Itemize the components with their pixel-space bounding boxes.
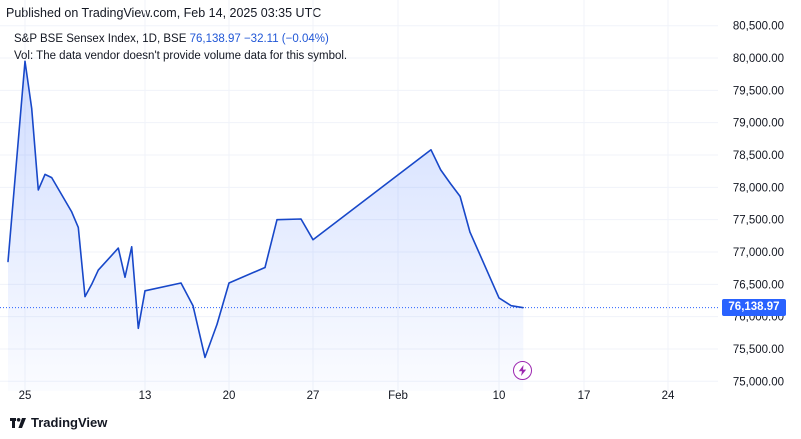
x-tick-label: 10 <box>493 390 506 402</box>
x-tick-label: 25 <box>19 390 32 402</box>
price-point <box>84 296 86 298</box>
price-point <box>276 219 278 221</box>
price-point <box>430 149 432 151</box>
price-point <box>124 276 126 278</box>
price-point <box>192 305 194 307</box>
price-point <box>498 297 500 299</box>
published-caption: Published on TradingView.com, Feb 14, 20… <box>6 6 322 20</box>
price-point <box>440 169 442 171</box>
x-axis: 25 13 20 27 Feb 10 17 24 <box>19 390 675 402</box>
change-value: −32.11 (−0.04%) <box>243 33 329 45</box>
volume-note: Vol: The data vendor doesn't provide vol… <box>14 50 348 62</box>
x-tick-label: 20 <box>223 390 236 402</box>
price-area <box>8 61 524 392</box>
price-point <box>117 247 119 249</box>
y-tick-label: 78,500.00 <box>733 150 784 162</box>
price-point <box>91 283 93 285</box>
tradingview-brand[interactable]: TradingView <box>10 415 107 430</box>
flash-icon[interactable] <box>513 361 533 380</box>
price-point <box>216 323 218 326</box>
price-points <box>7 60 524 358</box>
price-point <box>7 261 9 263</box>
price-point <box>204 356 206 358</box>
price-point <box>469 231 471 233</box>
y-tick-label: 79,000.00 <box>733 118 784 130</box>
price-point <box>522 307 524 309</box>
last-price-tag: 76,138.97 <box>722 299 786 317</box>
price-point <box>37 189 39 191</box>
y-tick-label: 75,000.00 <box>733 376 784 388</box>
y-tick-label: 76,500.00 <box>733 279 784 291</box>
price-point <box>97 269 99 271</box>
y-tick-label: 79,500.00 <box>733 85 784 97</box>
price-point <box>71 211 73 213</box>
price-point <box>449 182 452 185</box>
tradingview-logo-icon <box>10 417 26 428</box>
price-point <box>44 173 46 176</box>
y-tick-label: 78,000.00 <box>733 182 784 194</box>
y-tick-label: 80,000.00 <box>733 53 784 65</box>
x-tick-label: 13 <box>139 390 152 402</box>
price-point <box>312 239 314 241</box>
x-tick-label: Feb <box>388 390 408 402</box>
x-tick-label: 24 <box>662 390 675 402</box>
price-point <box>228 282 230 284</box>
price-point <box>24 60 26 62</box>
chart-legend: S&P BSE Sensex Index, 1D, BSE 76,138.97 … <box>14 31 347 65</box>
price-point <box>459 195 461 197</box>
x-tick-label: 27 <box>307 390 320 402</box>
price-point <box>510 305 512 307</box>
price-point <box>300 218 302 220</box>
price-point <box>131 246 133 248</box>
brand-name: TradingView <box>31 415 108 430</box>
price-point <box>31 107 33 110</box>
price-point <box>144 290 146 292</box>
price-point <box>264 266 266 269</box>
y-tick-label: 77,000.00 <box>733 247 784 259</box>
price-point <box>77 226 79 229</box>
y-tick-label: 77,500.00 <box>733 215 784 227</box>
price-point <box>137 327 139 329</box>
price-point <box>180 282 182 284</box>
x-tick-label: 17 <box>578 390 591 402</box>
symbol-label: S&P BSE Sensex Index, 1D, BSE <box>14 33 187 45</box>
y-tick-label: 80,500.00 <box>733 21 784 33</box>
y-tick-label: 75,500.00 <box>733 344 784 356</box>
price-point <box>51 177 53 179</box>
last-value: 76,138.97 <box>189 33 241 45</box>
y-axis: 80,500.00 80,000.00 79,500.00 79,000.00 78,5… <box>733 21 784 389</box>
